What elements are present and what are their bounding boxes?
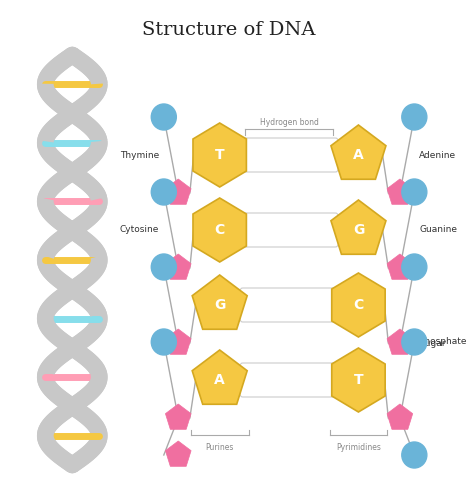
Polygon shape [332,273,385,337]
Polygon shape [387,254,413,280]
Polygon shape [165,441,191,466]
Circle shape [402,254,427,280]
FancyBboxPatch shape [240,288,338,322]
Polygon shape [387,329,413,354]
Circle shape [151,104,176,130]
Text: Guanine: Guanine [419,226,457,234]
Polygon shape [165,404,191,429]
Text: Structure of DNA: Structure of DNA [142,21,315,39]
Circle shape [402,104,427,130]
Polygon shape [165,179,191,204]
Circle shape [151,329,176,355]
Text: A: A [214,373,225,387]
Circle shape [151,254,176,280]
Polygon shape [387,404,413,429]
Text: Pyrimidines: Pyrimidines [336,443,381,452]
Polygon shape [165,329,191,354]
Circle shape [402,179,427,205]
Polygon shape [193,123,246,187]
Text: Sugar: Sugar [419,338,446,347]
Polygon shape [165,254,191,280]
Polygon shape [331,200,386,254]
Text: C: C [353,298,364,312]
Text: Purines: Purines [206,443,234,452]
Polygon shape [331,125,386,180]
Text: Thymine: Thymine [120,150,159,160]
Polygon shape [332,348,385,412]
Text: Hydrogen bond: Hydrogen bond [260,118,319,127]
Text: Cytosine: Cytosine [119,226,159,234]
Circle shape [402,329,427,355]
Circle shape [151,179,176,205]
Text: G: G [214,298,225,312]
Text: C: C [215,223,225,237]
Text: T: T [354,373,363,387]
Polygon shape [193,198,246,262]
Text: Phosphate: Phosphate [419,338,466,346]
FancyBboxPatch shape [240,363,338,397]
Polygon shape [192,350,247,405]
Polygon shape [192,275,247,330]
FancyBboxPatch shape [240,138,338,172]
Polygon shape [387,179,413,204]
Text: T: T [215,148,225,162]
Text: Adenine: Adenine [419,150,456,160]
Text: G: G [353,223,364,237]
Circle shape [402,442,427,468]
Text: A: A [353,148,364,162]
FancyBboxPatch shape [240,213,338,247]
